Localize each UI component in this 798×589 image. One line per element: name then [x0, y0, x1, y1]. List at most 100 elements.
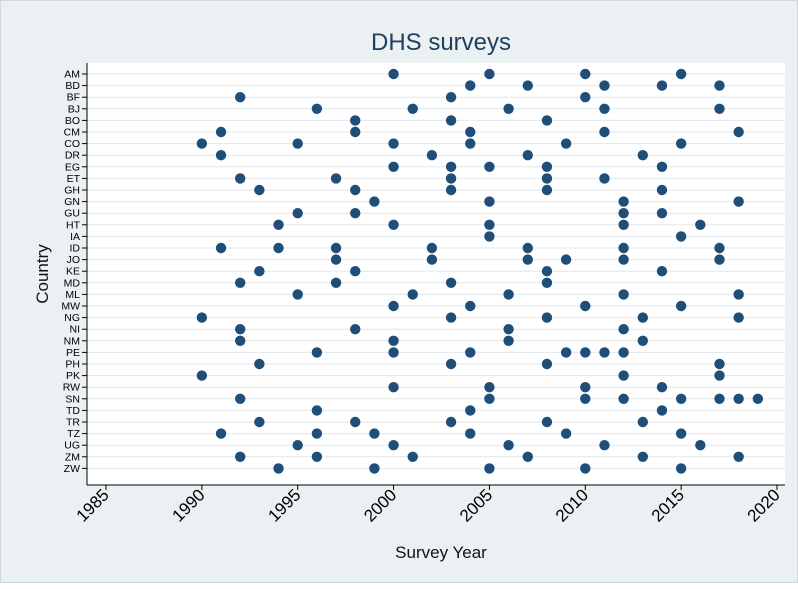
point-bj-2011 — [599, 103, 610, 115]
point-sn-1992 — [235, 393, 246, 404]
point-ph-2003 — [445, 358, 457, 370]
point-tz-1996 — [311, 428, 323, 439]
point-pe-2010 — [580, 347, 591, 358]
point-ml-1995 — [292, 289, 303, 300]
point-ia-2015 — [675, 231, 687, 242]
y-tick-label-ph: PH — [65, 359, 80, 371]
point-pe-2012 — [618, 347, 629, 358]
point-bd-2007 — [522, 80, 533, 91]
point-gu-1998 — [350, 208, 361, 219]
point-mw-2004 — [465, 300, 476, 312]
y-tick-label-cm: CM — [64, 127, 80, 139]
point-td-2004 — [465, 405, 476, 416]
y-tick-label-et: ET — [67, 173, 81, 185]
chart-title: DHS surveys — [371, 29, 511, 56]
point-am-2000 — [388, 68, 399, 80]
point-gu-1995 — [292, 208, 303, 219]
point-ht-2000 — [388, 219, 399, 230]
y-tick-label-bo: BO — [65, 115, 80, 127]
point-pe-2011 — [599, 347, 610, 358]
point-pk-2017 — [714, 370, 725, 381]
point-bj-2006 — [503, 103, 514, 115]
y-tick-label-pk: PK — [66, 370, 80, 382]
point-bd-2004 — [465, 80, 476, 91]
point-co-2009 — [560, 138, 572, 149]
y-tick-label-ug: UG — [64, 440, 80, 452]
point-jo-1997 — [330, 254, 342, 265]
point-tz-1999 — [369, 428, 380, 439]
point-eg-2003 — [445, 161, 457, 172]
point-ph-2017 — [714, 358, 725, 370]
point-bd-2017 — [714, 80, 725, 91]
point-nm-2000 — [388, 335, 399, 346]
point-ug-2016 — [695, 440, 706, 451]
point-am-2010 — [580, 68, 591, 80]
y-tick-label-ke: KE — [66, 266, 80, 278]
point-et-2008 — [541, 173, 553, 184]
point-tz-1991 — [215, 428, 227, 439]
point-ht-2005 — [484, 219, 495, 230]
point-eg-2014 — [656, 161, 668, 172]
point-jo-2012 — [618, 254, 629, 265]
point-ke-2014 — [656, 266, 668, 277]
point-dr-1991 — [215, 150, 227, 161]
point-eg-2005 — [484, 161, 495, 172]
y-tick-label-bf: BF — [67, 92, 80, 104]
point-bo-2008 — [541, 115, 553, 126]
y-tick-label-gh: GH — [64, 185, 80, 197]
point-zw-2010 — [580, 463, 591, 474]
point-bf-2003 — [445, 92, 457, 103]
y-tick-label-nm: NM — [64, 335, 80, 347]
point-zw-2015 — [675, 463, 687, 474]
point-ht-2016 — [695, 219, 706, 230]
point-zw-2005 — [484, 463, 495, 474]
point-dr-2002 — [426, 150, 438, 161]
point-ml-2012 — [618, 289, 629, 300]
x-tick-label-1995: 1995 — [264, 485, 304, 525]
point-id-2002 — [426, 242, 438, 254]
x-tick-label-2000: 2000 — [360, 485, 400, 525]
point-ml-2006 — [503, 289, 514, 300]
y-tick-label-dr: DR — [65, 150, 81, 162]
point-zm-1992 — [235, 451, 246, 462]
point-ph-1993 — [254, 358, 265, 370]
y-tick-label-bd: BD — [65, 80, 80, 92]
point-ng-2013 — [637, 312, 648, 323]
point-tz-2004 — [465, 428, 476, 439]
point-gh-2014 — [656, 184, 668, 196]
point-zm-1996 — [311, 451, 323, 462]
point-gh-1993 — [254, 184, 265, 196]
point-zw-1999 — [369, 463, 380, 474]
point-ug-2000 — [388, 440, 399, 451]
point-id-1991 — [215, 242, 227, 254]
point-cm-2011 — [599, 126, 610, 138]
x-axis-label: Survey Year — [395, 543, 487, 562]
point-bj-2001 — [407, 103, 418, 115]
point-am-2005 — [484, 68, 495, 80]
point-eg-2008 — [541, 161, 553, 172]
point-tr-2008 — [541, 416, 553, 428]
point-zm-2013 — [637, 451, 648, 462]
y-tick-label-ni: NI — [70, 324, 81, 336]
point-ni-1992 — [235, 324, 246, 335]
x-tick-labels: 1985 1990 1995 2000 2005 2010 2015 2020 — [73, 485, 784, 525]
point-mw-2000 — [388, 300, 399, 312]
x-tick-label-2010: 2010 — [552, 485, 592, 525]
point-tr-2003 — [445, 416, 457, 428]
y-tick-label-md: MD — [64, 277, 81, 289]
point-bj-2017 — [714, 103, 725, 115]
point-zm-2018 — [733, 451, 744, 462]
point-tr-1998 — [350, 416, 361, 428]
point-cm-2004 — [465, 126, 476, 138]
y-tick-labels: AMBDBFBJBOCMCODREGETGHGNGUHTIAIDJOKEMDML… — [61, 69, 80, 475]
point-bo-2003 — [445, 115, 457, 126]
point-sn-2005 — [484, 393, 495, 404]
data-points — [196, 68, 764, 474]
point-pe-2009 — [560, 347, 572, 358]
point-rw-2005 — [484, 382, 495, 393]
point-nm-2006 — [503, 335, 514, 346]
y-tick-label-ng: NG — [64, 312, 80, 324]
point-am-2015 — [675, 68, 687, 80]
point-mw-2015 — [675, 300, 687, 312]
point-gn-2018 — [733, 196, 744, 207]
